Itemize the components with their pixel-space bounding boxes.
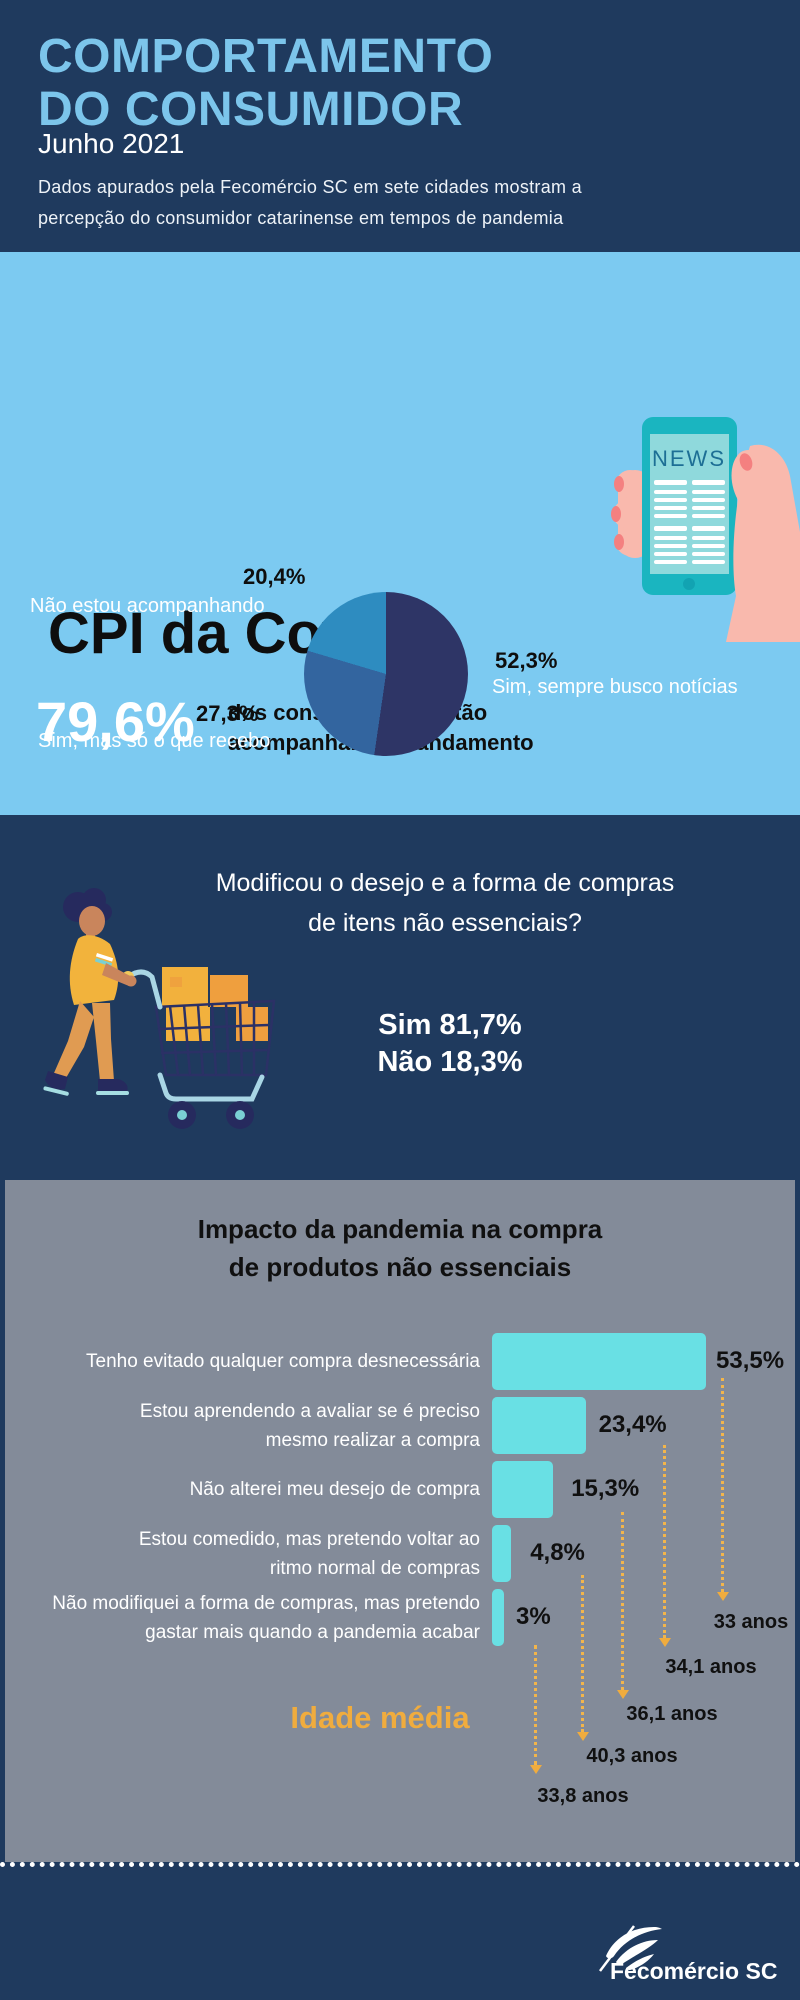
page-title-line2: DO CONSUMIDOR bbox=[38, 83, 464, 136]
phone-article-lines bbox=[654, 480, 725, 564]
bar-value: 23,4% bbox=[598, 1411, 667, 1438]
bar-label-row: Não alterei meu desejo de compra bbox=[189, 1479, 480, 1500]
bar-value: 53,5% bbox=[716, 1347, 785, 1374]
pie-value-so-o-que-recebo: 27,3% bbox=[196, 701, 259, 726]
age-connector-line bbox=[534, 1645, 537, 1765]
age-connector-line bbox=[581, 1575, 584, 1732]
header-description: Dados apurados pela Fecomércio SC em set… bbox=[38, 177, 582, 228]
arrow-down-icon bbox=[659, 1638, 671, 1647]
bar-value: 3% bbox=[516, 1603, 551, 1630]
age-label: 33,8 anos bbox=[537, 1785, 629, 1807]
page-title: COMPORTAMENTO DO CONSUMIDOR bbox=[38, 30, 493, 136]
bar-label-row: Estou aprendendo a avaliar se é preciso … bbox=[139, 1400, 480, 1451]
age-connector-line bbox=[721, 1378, 724, 1592]
pie-label-nao-acompanho: Não estou acompanhando bbox=[30, 595, 265, 617]
arrow-down-icon bbox=[577, 1732, 589, 1741]
bar-value: 15,3% bbox=[571, 1475, 640, 1502]
cart-basket bbox=[154, 999, 276, 1077]
age-label: 40,3 anos bbox=[586, 1745, 678, 1767]
answer-yes: Sim 81,7% bbox=[378, 1009, 522, 1041]
brand-name: Fecomércio SC bbox=[610, 1958, 778, 1984]
pie-value-sempre-busco: 52,3% bbox=[495, 648, 558, 673]
bar-value: 4,8% bbox=[530, 1539, 585, 1566]
bar-aprendendo bbox=[492, 1397, 586, 1454]
header-section: COMPORTAMENTO DO CONSUMIDOR Junho 2021 D… bbox=[0, 0, 800, 252]
bar-evitado bbox=[492, 1333, 706, 1390]
bar-nao-alterei bbox=[492, 1461, 554, 1518]
age-label: 34,1 anos bbox=[665, 1656, 757, 1678]
age-label: 36,1 anos bbox=[626, 1703, 718, 1725]
bar-label-row: Estou comedido, mas pretendo voltar ao r… bbox=[138, 1528, 480, 1579]
phone-in-hand-icon: NEWS bbox=[611, 417, 800, 642]
arrow-down-icon bbox=[530, 1765, 542, 1774]
shopper-cart-icon bbox=[43, 888, 276, 1129]
bar-label-row: Tenho evitado qualquer compra desnecessá… bbox=[86, 1351, 480, 1372]
shopper-cart-illustration bbox=[40, 881, 290, 1141]
date-subtitle: Junho 2021 bbox=[38, 128, 185, 159]
cpi-section: CPI da Covid 79,6% dos consumidores estã… bbox=[0, 252, 800, 815]
dotted-separator bbox=[0, 1862, 800, 1867]
fecomercio-logo-icon bbox=[596, 1922, 676, 1972]
age-connector-line bbox=[663, 1445, 666, 1638]
cpi-stat-value: 79,6% bbox=[36, 690, 195, 753]
answer-no: Não 18,3% bbox=[377, 1046, 523, 1078]
bar-label-row: Não modifiquei a forma de compras, mas p… bbox=[52, 1592, 480, 1643]
pie-chart bbox=[304, 592, 468, 756]
age-label: 33 anos bbox=[713, 1611, 789, 1633]
page-title-line1: COMPORTAMENTO bbox=[38, 30, 494, 83]
bar-comedido bbox=[492, 1525, 512, 1582]
arrow-down-icon bbox=[717, 1592, 729, 1601]
pie-label-so-o-que-recebo: Sim, mas só o que recebo bbox=[38, 730, 271, 752]
age-connector-line bbox=[621, 1512, 624, 1690]
impact-title: Impacto da pandemia na compra de produto… bbox=[197, 1214, 603, 1282]
age-series-title: Idade média bbox=[290, 1700, 470, 1735]
phone-news-headline: NEWS bbox=[652, 446, 726, 471]
question-text: Modificou o desejo e a forma de compras … bbox=[215, 869, 675, 937]
news-phone-illustration: NEWS bbox=[600, 412, 800, 642]
impact-panel: Impacto da pandemia na compra de produto… bbox=[5, 1180, 795, 1862]
question-section: Modificou o desejo e a forma de compras … bbox=[0, 815, 800, 2000]
bar-nao-modifiquei bbox=[492, 1589, 504, 1646]
pie-value-nao-acompanho: 20,4% bbox=[243, 564, 306, 589]
pie-label-sempre-busco: Sim, sempre busco notícias bbox=[492, 676, 738, 698]
question-answers: Sim 81,7% Não 18,3% bbox=[280, 1007, 620, 1081]
arrow-down-icon bbox=[617, 1690, 629, 1699]
shopper-person bbox=[43, 888, 137, 1096]
phone-home-button bbox=[683, 578, 695, 590]
